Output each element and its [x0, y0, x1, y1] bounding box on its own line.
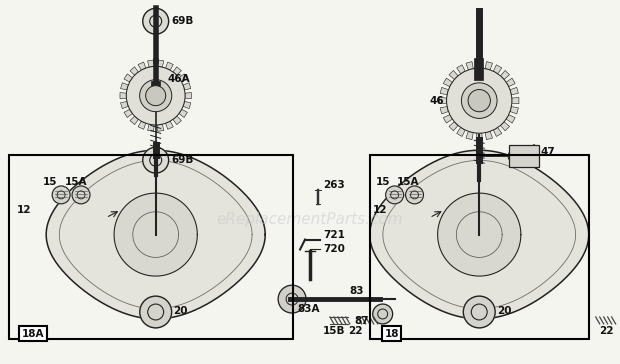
Text: 47: 47 [541, 147, 556, 157]
Polygon shape [506, 78, 515, 87]
Text: 20: 20 [497, 306, 511, 316]
Polygon shape [476, 61, 482, 68]
Polygon shape [166, 62, 174, 70]
Polygon shape [130, 67, 138, 75]
Text: 15: 15 [43, 177, 58, 187]
Text: 12: 12 [16, 205, 31, 215]
Circle shape [463, 296, 495, 328]
Text: 22: 22 [348, 326, 362, 336]
Text: 22: 22 [599, 326, 613, 336]
Polygon shape [120, 92, 126, 99]
Circle shape [508, 150, 520, 162]
Polygon shape [443, 78, 453, 87]
Polygon shape [494, 127, 502, 136]
Circle shape [278, 285, 306, 313]
Polygon shape [457, 65, 465, 74]
Polygon shape [148, 60, 154, 67]
Text: 12: 12 [373, 205, 388, 215]
Polygon shape [466, 131, 473, 140]
Polygon shape [485, 131, 492, 140]
Text: 46A: 46A [167, 74, 190, 84]
Polygon shape [500, 122, 510, 131]
Circle shape [146, 86, 166, 106]
Circle shape [52, 186, 70, 204]
Text: 15A: 15A [65, 177, 87, 187]
Bar [370, 155, 589, 339]
Polygon shape [449, 122, 458, 131]
Polygon shape [138, 62, 146, 70]
Polygon shape [449, 71, 458, 79]
Text: 46: 46 [430, 96, 444, 106]
Polygon shape [494, 65, 502, 74]
Bar [9, 155, 293, 339]
Text: 263: 263 [323, 180, 345, 190]
Polygon shape [124, 109, 133, 118]
Text: 720: 720 [323, 245, 345, 254]
Circle shape [126, 66, 185, 125]
Polygon shape [485, 62, 492, 70]
Circle shape [523, 150, 535, 162]
Polygon shape [166, 121, 174, 129]
Polygon shape [157, 60, 164, 67]
Polygon shape [506, 115, 515, 123]
Polygon shape [173, 67, 182, 75]
Text: 721: 721 [323, 230, 345, 240]
Polygon shape [510, 107, 518, 114]
Text: 18: 18 [384, 329, 399, 339]
Text: 15B: 15B [323, 326, 345, 336]
Circle shape [140, 296, 172, 328]
Polygon shape [183, 83, 191, 90]
Text: 15A: 15A [397, 177, 419, 187]
Polygon shape [157, 124, 164, 131]
Text: 18A: 18A [22, 329, 45, 339]
Polygon shape [179, 109, 187, 118]
Polygon shape [370, 150, 589, 319]
Polygon shape [148, 124, 154, 131]
Circle shape [140, 80, 172, 112]
Circle shape [72, 186, 90, 204]
Polygon shape [457, 127, 465, 136]
Polygon shape [510, 87, 518, 95]
Polygon shape [466, 62, 473, 70]
Text: eReplacementParts.com: eReplacementParts.com [216, 212, 404, 227]
Polygon shape [46, 150, 265, 319]
Polygon shape [440, 98, 446, 104]
Text: 69B: 69B [172, 16, 194, 26]
Circle shape [468, 90, 490, 112]
Polygon shape [443, 115, 453, 123]
Polygon shape [179, 74, 187, 82]
Polygon shape [183, 102, 191, 108]
Polygon shape [124, 74, 133, 82]
Polygon shape [440, 87, 448, 95]
Polygon shape [130, 116, 138, 124]
Circle shape [461, 83, 497, 118]
Text: 15: 15 [376, 177, 390, 187]
Polygon shape [120, 102, 128, 108]
Bar [509, 145, 539, 167]
Polygon shape [185, 92, 192, 99]
Polygon shape [138, 121, 146, 129]
Text: 87: 87 [355, 316, 370, 326]
Text: 69B: 69B [172, 155, 194, 165]
Text: 83A: 83A [297, 304, 319, 314]
Polygon shape [500, 71, 510, 79]
Circle shape [373, 304, 392, 324]
Polygon shape [173, 116, 182, 124]
Polygon shape [476, 133, 482, 140]
Polygon shape [512, 98, 519, 104]
Polygon shape [114, 193, 197, 276]
Text: 83: 83 [350, 286, 365, 296]
Polygon shape [440, 107, 448, 114]
Circle shape [143, 147, 169, 173]
Text: 20: 20 [174, 306, 188, 316]
Circle shape [143, 8, 169, 34]
Circle shape [446, 68, 512, 133]
Polygon shape [120, 83, 128, 90]
Circle shape [386, 186, 404, 204]
Circle shape [405, 186, 423, 204]
Polygon shape [438, 193, 521, 276]
